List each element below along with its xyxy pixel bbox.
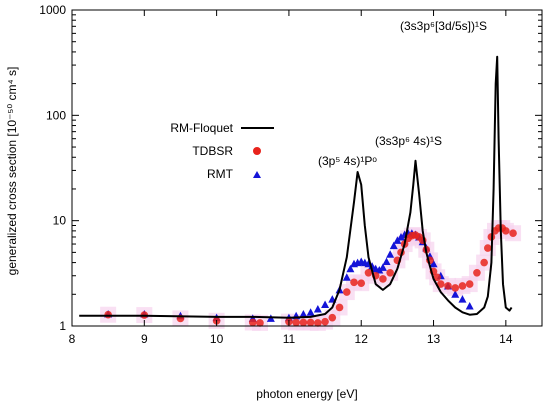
y-tick-label: 1 [59,319,66,333]
tdbsr-point [364,268,373,277]
rmt-point [378,263,387,271]
rmt-point [313,305,322,313]
rmt-point [346,264,355,273]
y-tick-label: 10 [53,214,67,228]
tdbsr-point [328,313,337,322]
rmt-point [375,266,384,274]
tdbsr-point [299,318,308,327]
x-tick-label: 8 [69,332,76,346]
series-rm-floquet [79,55,513,319]
tdbsr-point [357,279,366,287]
tdbsr-point [451,284,460,292]
legend-label-rmt: RMT [207,167,234,181]
tdbsr-point [306,318,315,327]
tdbsr-point [321,317,329,326]
tdbsr-point [248,318,257,327]
x-tick-label: 11 [283,332,296,346]
legend-label-tdbsr: TDBSR [192,144,233,158]
y-tick-label: 100 [46,108,66,122]
rmt-point [342,273,351,281]
y-axis-label: generalized cross section [10⁻⁵⁰ cm⁴ s] [5,67,19,276]
x-tick-label: 14 [499,332,513,346]
annotation-3s3p6-3d5s: (3s3p⁶[3d/5s])¹S [400,19,487,33]
rm-floquet-line [79,55,513,319]
rmt-point [321,300,330,308]
annotation-3s3p6-4s: (3s3p⁶ 4s)¹S [375,134,442,148]
rmt-point [397,232,405,241]
legend-label-rm-floquet: RM-Floquet [170,121,233,135]
tdbsr-point [335,303,344,312]
legend: RM-Floquet TDBSR RMT [170,121,274,181]
tdbsr-point [342,288,351,296]
x-tick-label: 10 [210,332,224,346]
tdbsr-point [386,268,394,277]
rmt-point [465,301,474,310]
tdbsr-point [104,310,112,319]
tdbsr-point [433,273,441,282]
annotation-3p5-4s: (3p⁵ 4s)¹Pᵒ [318,154,377,168]
tdbsr-point [436,280,445,288]
y-axis: 1 10 100 1000 [39,3,542,333]
rmt-point [386,250,395,258]
rmt-point [389,241,398,250]
x-tick-label: 9 [141,332,148,346]
tdbsr-point [314,319,322,327]
y-tick-label: 1000 [39,3,66,17]
tdbsr-point [473,268,481,277]
tdbsr-point [444,282,452,290]
tdbsr-point [509,229,517,238]
rmt-point [429,259,438,268]
x-tick-label: 13 [427,332,441,346]
legend-swatch-tdbsr [253,147,261,155]
tdbsr-point [483,244,492,252]
tdbsr-point [292,318,300,327]
plot-frame [71,9,543,327]
tdbsr-point [379,275,387,283]
x-axis-label: photon energy [eV] [256,387,357,401]
rmt-point [451,290,460,298]
tdbsr-point [502,227,510,235]
x-tick-label: 12 [355,332,369,346]
legend-swatch-rmt [253,171,261,178]
rmt-point [382,257,391,265]
tdbsr-point [480,258,488,267]
x-axis: 8 9 10 11 12 13 14 [69,10,513,346]
tdbsr-point [465,280,474,288]
tdbsr-point [256,319,264,327]
rmt-point [458,295,467,303]
tdbsr-point [350,278,358,287]
rmt-point [299,309,308,318]
tdbsr-point [458,282,467,290]
data-marks [100,220,522,331]
rmt-point [306,308,315,316]
